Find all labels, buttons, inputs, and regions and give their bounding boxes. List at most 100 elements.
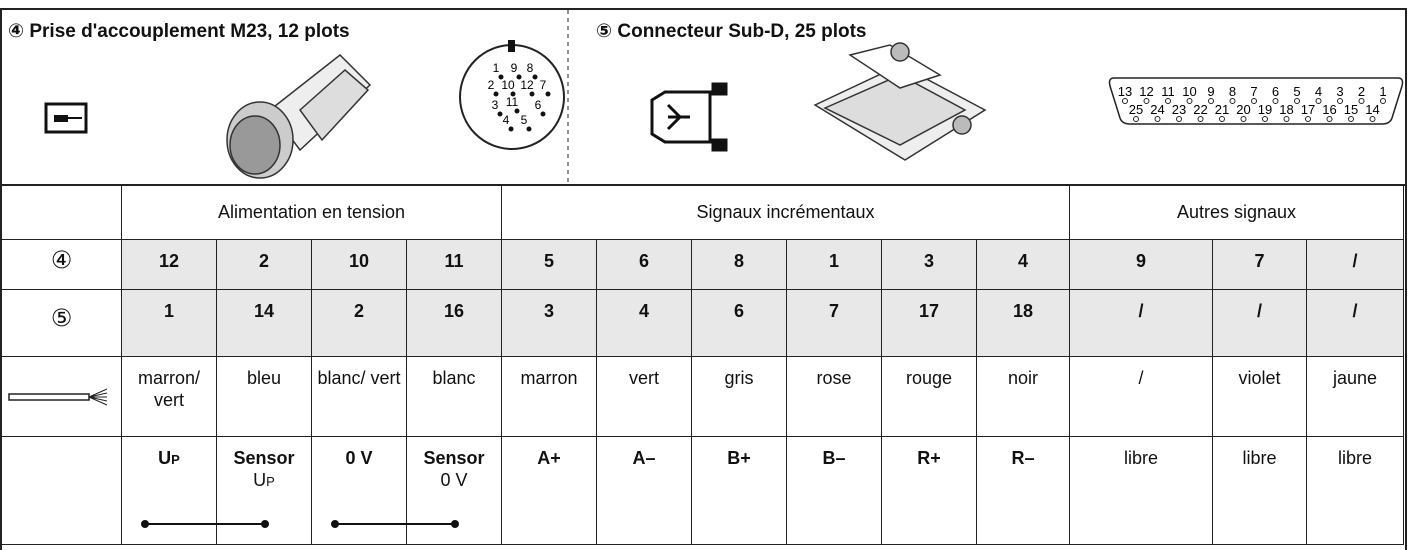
wire-color: bleu	[217, 357, 312, 437]
pin-label: 25	[1129, 102, 1143, 117]
signal-label: 0 V	[345, 447, 372, 469]
pin-label: 21	[1215, 102, 1229, 117]
subd-drawing	[813, 42, 987, 161]
pin-number: 6	[597, 240, 692, 290]
pin	[1380, 98, 1386, 104]
pin	[508, 126, 514, 132]
wire-color: blanc	[407, 357, 502, 437]
pin-label: 22	[1193, 102, 1207, 117]
wire-color: blanc/ vert	[312, 357, 407, 437]
pin-number: 1	[122, 290, 217, 357]
wire-color: marron	[502, 357, 597, 437]
pin-label: 2	[488, 78, 495, 92]
row-label: ④	[2, 240, 122, 290]
pin-label: 11	[506, 95, 519, 109]
pin-label: 2	[1358, 84, 1365, 99]
signal-label: A+	[537, 447, 561, 469]
m23-face	[459, 40, 565, 150]
pin	[1219, 116, 1225, 122]
pin-label: 5	[521, 113, 528, 127]
sensor-link	[334, 523, 455, 525]
pin	[1143, 98, 1150, 104]
signal-label: B–	[822, 447, 845, 469]
wire-color: /	[1070, 357, 1213, 437]
signal-text: A–	[632, 448, 656, 468]
signal: 0 V	[312, 437, 407, 545]
pin-number: /	[1213, 290, 1307, 357]
pin	[545, 91, 551, 97]
signal: libre	[1307, 437, 1404, 545]
pin	[1315, 98, 1322, 104]
pin-label: 8	[527, 61, 534, 75]
pin-number: /	[1070, 290, 1213, 357]
pin-number: 7	[1213, 240, 1307, 290]
pin	[1326, 116, 1333, 122]
pin	[1240, 116, 1247, 122]
wire-icon-cell	[2, 357, 122, 437]
frame	[0, 8, 1407, 550]
pin	[1283, 116, 1290, 122]
pin-number: 1	[787, 240, 882, 290]
pin-label: 4	[1315, 84, 1322, 99]
pin-number: 7	[787, 290, 882, 357]
pin-number: 4	[597, 290, 692, 357]
m23-drawing	[226, 53, 372, 179]
table-top-rule	[0, 184, 1406, 186]
pin-label: 14	[1365, 102, 1379, 117]
pin-label: 24	[1150, 102, 1164, 117]
pin-label: 1	[493, 61, 500, 75]
pin-label: 6	[535, 98, 542, 112]
wire-color: marron/ vert	[122, 357, 217, 437]
signal-label: libre	[1338, 447, 1372, 469]
pin-label: 17	[1301, 102, 1315, 117]
signal-label: libre	[1124, 447, 1158, 469]
pin-label: 8	[1229, 84, 1236, 99]
pin	[1197, 116, 1204, 122]
signal-label: R+	[917, 447, 941, 469]
pin-label: 10	[1182, 84, 1196, 99]
pin-number: 2	[217, 240, 312, 290]
wire-icon	[7, 388, 107, 405]
right-title: ⑤ Connecteur Sub-D, 25 plots	[596, 21, 867, 42]
connector-art: 1 9 82 10 12 73 11 64 513 12 11 10 9 8 7 6 5 4 3 2 125 24 23 22…	[44, 10, 1404, 185]
wire-color: gris	[692, 357, 787, 437]
note-sub: P	[266, 474, 275, 489]
signal-text: Sensor	[423, 448, 485, 468]
link-dot	[140, 520, 149, 528]
signal-label: UP	[158, 447, 180, 471]
pin	[1251, 98, 1257, 104]
signal: UP	[122, 437, 217, 545]
pin-label: 18	[1279, 102, 1293, 117]
pin-number: 14	[217, 290, 312, 357]
pin-label: 7	[540, 78, 547, 92]
pin	[510, 91, 516, 97]
signal: Sensor UP	[217, 437, 312, 545]
pin-label: 12	[520, 78, 534, 92]
group-header: Signaux incrémentaux	[502, 185, 1070, 240]
link-dot	[450, 520, 459, 528]
pin	[1208, 98, 1214, 104]
pin	[1154, 116, 1161, 122]
signal-label: Sensor	[233, 447, 294, 469]
signal-text: libre	[1123, 448, 1158, 468]
left-title: ④ Prise d'accouplement M23, 12 plots	[8, 21, 350, 42]
pin-number: 5	[502, 240, 597, 290]
pin-label: 4	[503, 113, 510, 127]
pin-label: 11	[1161, 84, 1175, 99]
empty-cell	[2, 437, 122, 545]
wire-color: jaune	[1307, 357, 1404, 437]
link-dot	[260, 520, 269, 528]
pin	[516, 74, 522, 80]
pin-number: 3	[882, 240, 977, 290]
note-text: 0 V	[440, 470, 468, 490]
signal: B+	[692, 437, 787, 545]
pin-number: 11	[407, 240, 502, 290]
pin	[1294, 98, 1300, 104]
corner-cell	[2, 185, 122, 240]
pin-number: 10	[312, 240, 407, 290]
signal-text: U	[158, 448, 172, 468]
signal-text: R+	[917, 448, 941, 468]
signal-label: A–	[632, 447, 655, 469]
pin-label: 3	[492, 98, 499, 112]
signal-text: 0 V	[345, 448, 373, 468]
